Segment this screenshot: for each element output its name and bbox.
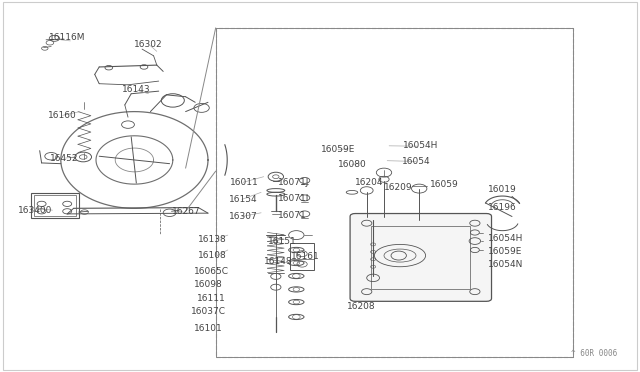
Text: 16307: 16307 (229, 212, 258, 221)
Bar (31, 193, 79, 218)
Text: 163400: 163400 (18, 206, 52, 215)
Text: 16148: 16148 (264, 257, 292, 266)
Text: 16154: 16154 (229, 195, 258, 204)
Text: 16098: 16098 (194, 280, 223, 289)
Text: 16054H: 16054H (488, 234, 523, 243)
Text: 16071I: 16071I (278, 194, 310, 203)
Text: 16267: 16267 (172, 207, 200, 216)
Text: 16138: 16138 (198, 235, 227, 244)
Text: 16160: 16160 (48, 111, 77, 120)
Bar (216, 28, 573, 357)
Text: 16059: 16059 (430, 180, 459, 189)
Bar (216, 28, 573, 357)
Bar (34, 195, 76, 216)
Text: 16161: 16161 (291, 252, 320, 261)
Text: 16054: 16054 (402, 157, 431, 166)
Text: 16196: 16196 (488, 203, 516, 212)
Text: ^ 60R 0006: ^ 60R 0006 (572, 349, 618, 358)
Text: 16071J: 16071J (278, 178, 310, 187)
Text: 16111: 16111 (197, 294, 226, 303)
Text: 16151: 16151 (268, 237, 296, 246)
Bar (290, 243, 314, 270)
Text: 16143: 16143 (122, 85, 150, 94)
Text: 16037C: 16037C (191, 307, 226, 316)
Text: 16011: 16011 (230, 178, 259, 187)
FancyBboxPatch shape (350, 214, 492, 301)
Text: 16108: 16108 (198, 251, 227, 260)
Text: 16208: 16208 (347, 302, 376, 311)
Text: 16065C: 16065C (194, 267, 229, 276)
Text: 16059E: 16059E (321, 145, 356, 154)
Text: 16116M: 16116M (49, 33, 86, 42)
Text: 16019: 16019 (488, 185, 516, 194)
Text: 16054H: 16054H (403, 141, 438, 150)
Bar (371, 226, 470, 289)
Text: 16059E: 16059E (488, 247, 522, 256)
Text: 16054N: 16054N (488, 260, 523, 269)
Text: 16101: 16101 (194, 324, 223, 333)
Text: 16302: 16302 (134, 40, 163, 49)
Text: 16080: 16080 (338, 160, 367, 169)
Text: 16204: 16204 (355, 178, 384, 187)
Text: 16452: 16452 (50, 154, 79, 163)
Text: 16209: 16209 (384, 183, 413, 192)
Text: 16071: 16071 (278, 211, 307, 219)
